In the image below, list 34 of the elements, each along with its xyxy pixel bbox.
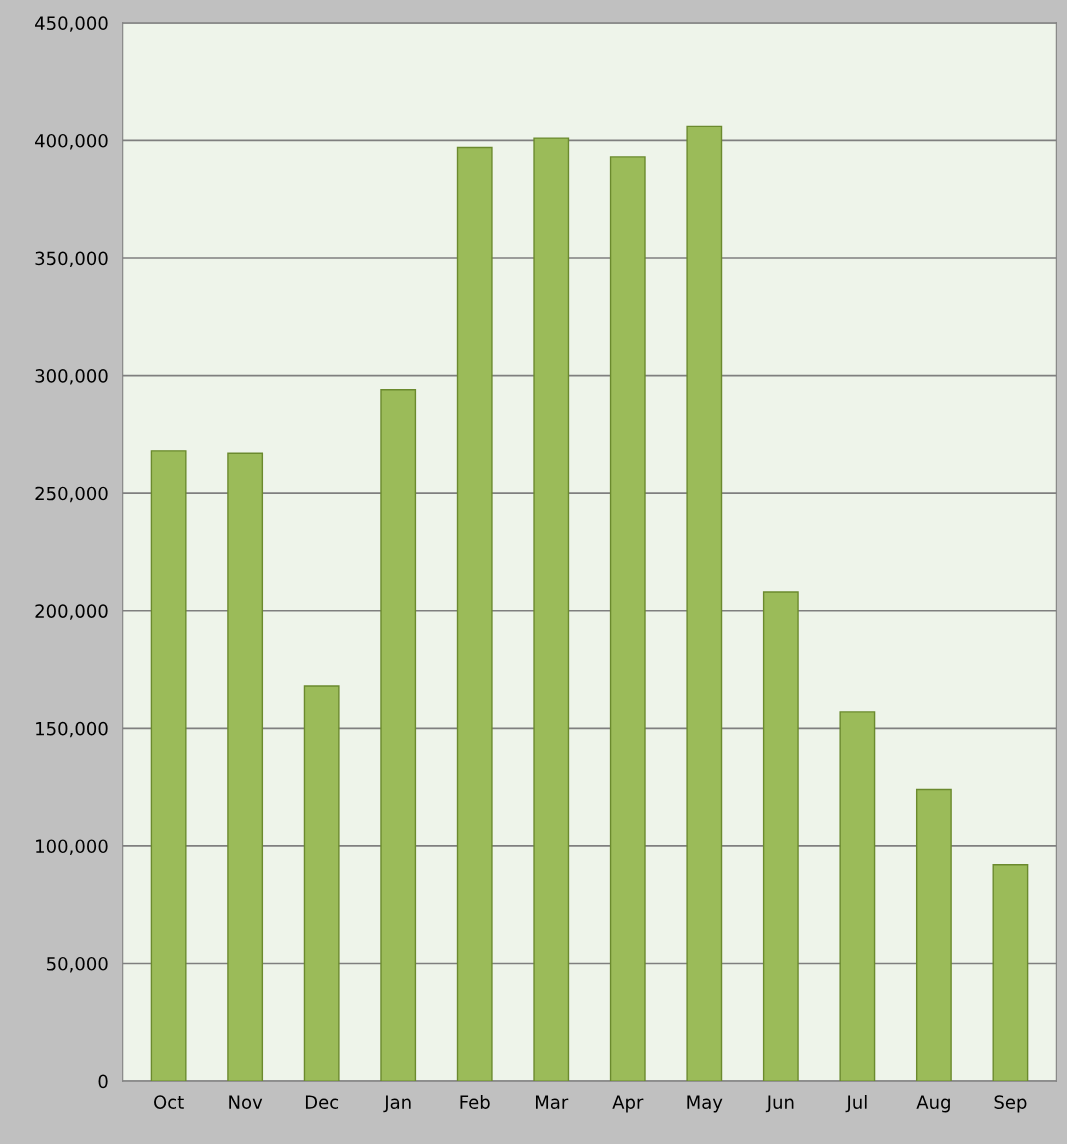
x-tick-label: Nov	[229, 1095, 263, 1109]
x-tick-label: Sep	[994, 1095, 1027, 1113]
bar	[150, 450, 187, 1082]
x-tick-label: Aug	[916, 1095, 950, 1113]
x-tick-label: Jul	[845, 1094, 867, 1113]
bar	[839, 711, 876, 1082]
y-tick-label: 350,000	[35, 251, 108, 267]
y-tick-label: 50,000	[47, 956, 108, 973]
x-tick-label: May	[687, 1095, 723, 1113]
bar	[686, 125, 723, 1082]
bar	[380, 389, 417, 1082]
bar	[609, 156, 646, 1082]
bar	[762, 591, 799, 1082]
y-tick-label: 450,000	[35, 16, 108, 32]
x-tick-label: Dec	[305, 1095, 339, 1109]
bar	[456, 146, 493, 1082]
bar	[915, 788, 952, 1082]
y-tick-label: 300,000	[35, 369, 108, 385]
y-tick-label: 200,000	[35, 604, 108, 620]
x-tick-label: Feb	[460, 1094, 490, 1109]
y-tick-label: 150,000	[36, 721, 108, 738]
bar	[533, 137, 570, 1082]
x-tick-label: Oct	[154, 1095, 184, 1109]
y-tick-label: 400,000	[35, 133, 108, 150]
x-tick-label: Jun	[765, 1095, 794, 1113]
x-tick-label: Apr	[612, 1095, 644, 1113]
y-tick-label: 250,000	[35, 486, 108, 503]
y-tick-label: 100,000	[36, 839, 108, 855]
bar	[303, 685, 340, 1082]
x-tick-label: Mar	[535, 1095, 569, 1109]
x-tick-label: Jan	[383, 1095, 411, 1113]
bar	[227, 452, 264, 1082]
bar	[992, 864, 1029, 1082]
y-tick-label: 0	[98, 1074, 108, 1089]
